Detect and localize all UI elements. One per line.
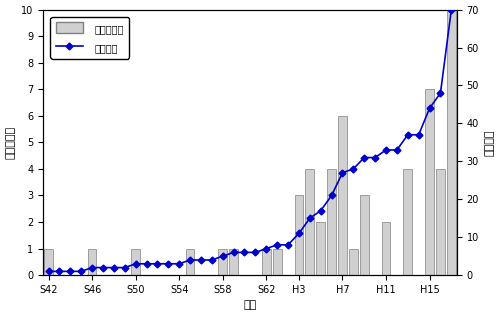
Bar: [404, 169, 412, 275]
Bar: [88, 249, 96, 275]
Bar: [262, 249, 270, 275]
Bar: [436, 169, 445, 275]
Legend: 新規完成数, 総源泉数: 新規完成数, 総源泉数: [50, 16, 130, 59]
Bar: [218, 249, 227, 275]
X-axis label: 年度: 年度: [244, 301, 256, 310]
Bar: [186, 249, 194, 275]
Bar: [316, 222, 325, 275]
Bar: [306, 169, 314, 275]
Bar: [425, 89, 434, 275]
Bar: [273, 249, 281, 275]
Bar: [230, 249, 238, 275]
Bar: [349, 249, 358, 275]
Bar: [382, 222, 390, 275]
Bar: [338, 116, 347, 275]
Bar: [132, 249, 140, 275]
Bar: [327, 169, 336, 275]
Bar: [294, 196, 304, 275]
Bar: [44, 249, 53, 275]
Y-axis label: 総源泉数: 総源泉数: [484, 129, 494, 155]
Y-axis label: 新規完成数: 新規完成数: [6, 126, 16, 159]
Bar: [447, 9, 456, 275]
Bar: [360, 196, 368, 275]
